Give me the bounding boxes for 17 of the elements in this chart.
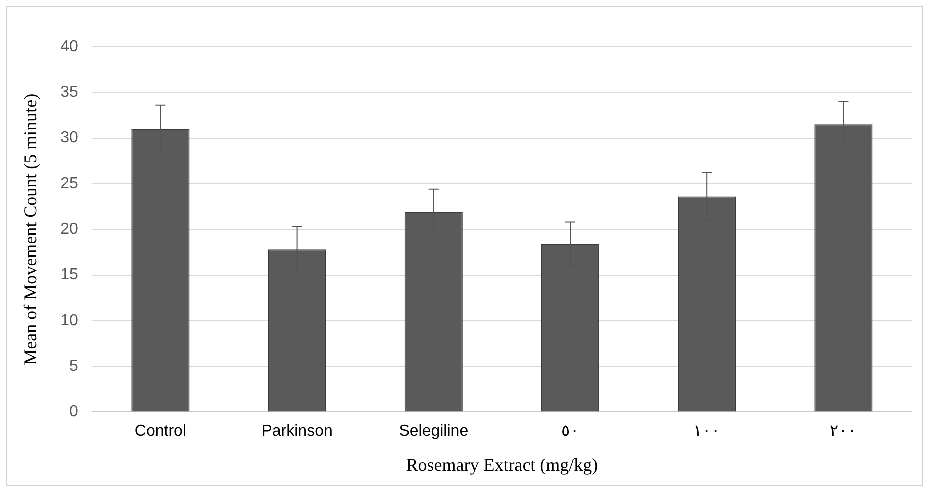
- y-tick-label: 35: [60, 84, 78, 102]
- y-tick-label: 10: [60, 312, 78, 330]
- y-tick-label: 15: [60, 266, 78, 284]
- y-tick-label: 5: [69, 358, 78, 375]
- y-tick-label: 20: [60, 221, 78, 238]
- y-axis-title: Mean of Movement Count (5 minute): [20, 94, 41, 366]
- x-tick-label: Selegiline: [399, 423, 469, 440]
- x-tick-label: Parkinson: [262, 423, 333, 440]
- y-tick-label: 0: [69, 404, 78, 421]
- y-tick-label: 40: [60, 38, 78, 56]
- x-axis-title: Rosemary Extract (mg/kg): [406, 454, 598, 475]
- y-tick-label: 30: [60, 130, 78, 147]
- x-tick-label: Control: [134, 423, 186, 440]
- y-tick-label: 25: [60, 175, 78, 192]
- x-tick-label: ١٠٠: [694, 423, 721, 440]
- x-tick-label: ٥٠: [562, 423, 580, 440]
- x-tick-label: ٢٠٠: [830, 423, 858, 440]
